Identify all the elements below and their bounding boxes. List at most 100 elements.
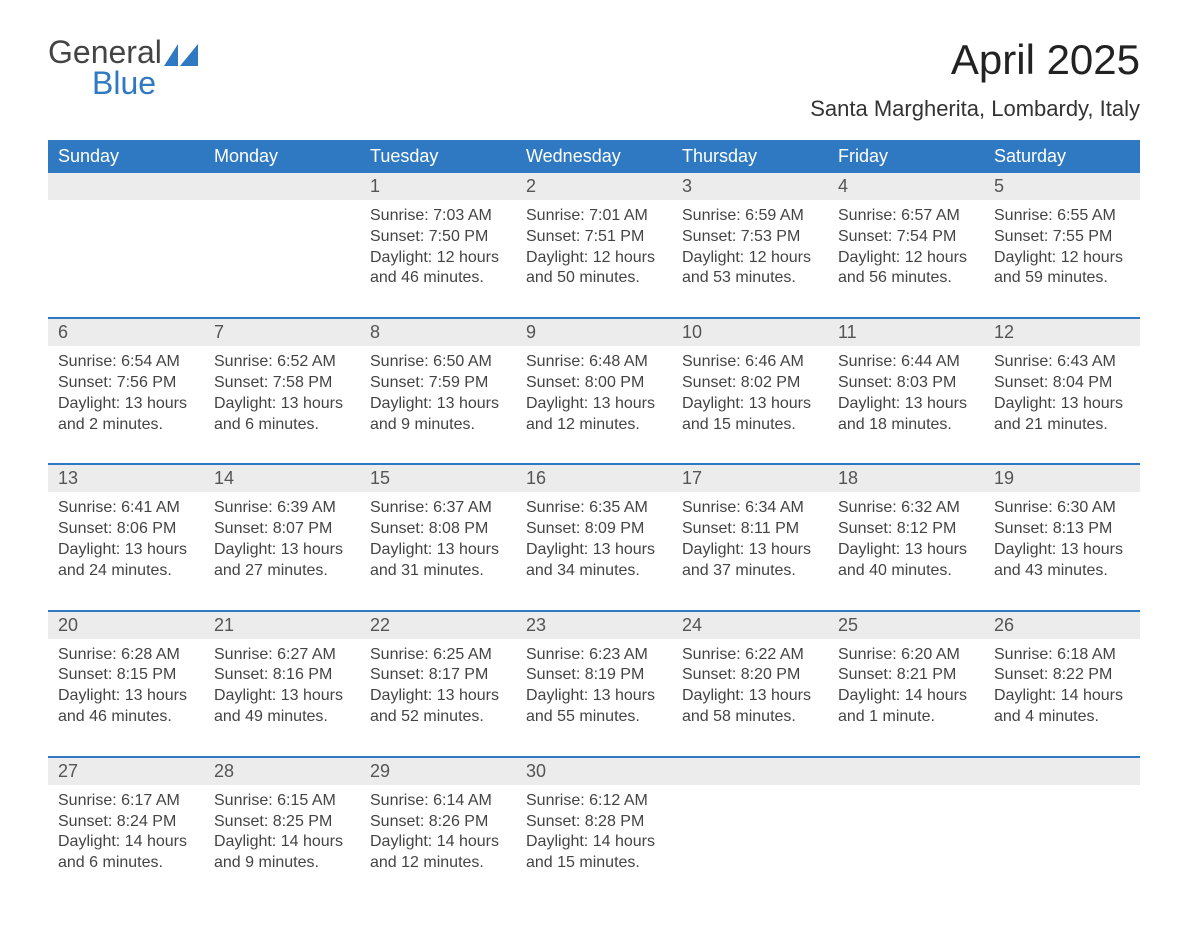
day-detail-cell: Sunrise: 6:28 AMSunset: 8:15 PMDaylight:… xyxy=(48,639,204,757)
daylight-line: Daylight: 12 hours and 46 minutes. xyxy=(370,248,506,290)
page-header: General Blue April 2025 Santa Margherita… xyxy=(48,36,1140,122)
day-detail-cell: Sunrise: 6:27 AMSunset: 8:16 PMDaylight:… xyxy=(204,639,360,757)
sunset-line: Sunset: 8:21 PM xyxy=(838,665,974,686)
daylight-line: Daylight: 12 hours and 53 minutes. xyxy=(682,248,818,290)
sunrise-line: Sunrise: 6:50 AM xyxy=(370,352,506,373)
daylight-line: Daylight: 13 hours and 12 minutes. xyxy=(526,394,662,436)
sunrise-line: Sunrise: 6:37 AM xyxy=(370,498,506,519)
sunset-line: Sunset: 8:12 PM xyxy=(838,519,974,540)
day-detail-cell: Sunrise: 6:59 AMSunset: 7:53 PMDaylight:… xyxy=(672,200,828,318)
daylight-line: Daylight: 12 hours and 56 minutes. xyxy=(838,248,974,290)
day-detail-cell xyxy=(672,785,828,902)
day-detail-cell: Sunrise: 6:50 AMSunset: 7:59 PMDaylight:… xyxy=(360,346,516,464)
logo: General Blue xyxy=(48,36,198,99)
day-detail-cell: Sunrise: 6:44 AMSunset: 8:03 PMDaylight:… xyxy=(828,346,984,464)
daylight-line: Daylight: 12 hours and 59 minutes. xyxy=(994,248,1130,290)
day-detail-cell xyxy=(828,785,984,902)
daylight-line: Daylight: 13 hours and 21 minutes. xyxy=(994,394,1130,436)
sunset-line: Sunset: 8:26 PM xyxy=(370,812,506,833)
daylight-line: Daylight: 12 hours and 50 minutes. xyxy=(526,248,662,290)
sunset-line: Sunset: 8:17 PM xyxy=(370,665,506,686)
day-detail-cell xyxy=(204,200,360,318)
day-detail-cell: Sunrise: 6:34 AMSunset: 8:11 PMDaylight:… xyxy=(672,492,828,610)
daylight-line: Daylight: 13 hours and 43 minutes. xyxy=(994,540,1130,582)
sunrise-line: Sunrise: 6:23 AM xyxy=(526,645,662,666)
day-number-cell: 6 xyxy=(48,319,204,346)
day-number-cell: 14 xyxy=(204,465,360,492)
daylight-line: Daylight: 14 hours and 4 minutes. xyxy=(994,686,1130,728)
logo-word2: Blue xyxy=(92,67,198,99)
daylight-line: Daylight: 14 hours and 6 minutes. xyxy=(58,832,194,874)
sunset-line: Sunset: 8:15 PM xyxy=(58,665,194,686)
day-detail-cell: Sunrise: 6:20 AMSunset: 8:21 PMDaylight:… xyxy=(828,639,984,757)
day-of-week-header: Saturday xyxy=(984,140,1140,173)
day-number-cell: 17 xyxy=(672,465,828,492)
day-number-cell xyxy=(204,173,360,200)
day-detail-cell: Sunrise: 7:03 AMSunset: 7:50 PMDaylight:… xyxy=(360,200,516,318)
sunset-line: Sunset: 8:22 PM xyxy=(994,665,1130,686)
day-detail-cell xyxy=(984,785,1140,902)
sunrise-line: Sunrise: 6:59 AM xyxy=(682,206,818,227)
daylight-line: Daylight: 13 hours and 18 minutes. xyxy=(838,394,974,436)
day-number-cell: 30 xyxy=(516,758,672,785)
day-number-cell: 16 xyxy=(516,465,672,492)
daylight-line: Daylight: 13 hours and 24 minutes. xyxy=(58,540,194,582)
daylight-line: Daylight: 14 hours and 1 minute. xyxy=(838,686,974,728)
sunset-line: Sunset: 8:06 PM xyxy=(58,519,194,540)
sunrise-line: Sunrise: 6:22 AM xyxy=(682,645,818,666)
day-number-cell xyxy=(984,758,1140,785)
sunrise-line: Sunrise: 6:14 AM xyxy=(370,791,506,812)
sunrise-line: Sunrise: 6:27 AM xyxy=(214,645,350,666)
sunrise-line: Sunrise: 6:44 AM xyxy=(838,352,974,373)
day-detail-cell: Sunrise: 6:15 AMSunset: 8:25 PMDaylight:… xyxy=(204,785,360,902)
logo-text: General Blue xyxy=(48,36,198,99)
day-detail-cell: Sunrise: 6:48 AMSunset: 8:00 PMDaylight:… xyxy=(516,346,672,464)
daylight-line: Daylight: 14 hours and 12 minutes. xyxy=(370,832,506,874)
day-detail-cell: Sunrise: 6:35 AMSunset: 8:09 PMDaylight:… xyxy=(516,492,672,610)
sunrise-line: Sunrise: 7:01 AM xyxy=(526,206,662,227)
day-detail-cell: Sunrise: 6:41 AMSunset: 8:06 PMDaylight:… xyxy=(48,492,204,610)
sunrise-line: Sunrise: 6:30 AM xyxy=(994,498,1130,519)
sunset-line: Sunset: 7:50 PM xyxy=(370,227,506,248)
day-of-week-header: Tuesday xyxy=(360,140,516,173)
day-number-cell: 27 xyxy=(48,758,204,785)
daylight-line: Daylight: 13 hours and 55 minutes. xyxy=(526,686,662,728)
day-number-cell: 15 xyxy=(360,465,516,492)
page-subtitle: Santa Margherita, Lombardy, Italy xyxy=(810,96,1140,122)
day-of-week-row: SundayMondayTuesdayWednesdayThursdayFrid… xyxy=(48,140,1140,173)
sunrise-line: Sunrise: 6:34 AM xyxy=(682,498,818,519)
daylight-line: Daylight: 13 hours and 58 minutes. xyxy=(682,686,818,728)
sunrise-line: Sunrise: 6:28 AM xyxy=(58,645,194,666)
day-of-week-header: Wednesday xyxy=(516,140,672,173)
sunset-line: Sunset: 8:08 PM xyxy=(370,519,506,540)
day-detail-cell: Sunrise: 6:32 AMSunset: 8:12 PMDaylight:… xyxy=(828,492,984,610)
day-detail-cell: Sunrise: 6:17 AMSunset: 8:24 PMDaylight:… xyxy=(48,785,204,902)
calendar-table: SundayMondayTuesdayWednesdayThursdayFrid… xyxy=(48,140,1140,902)
day-detail-row: Sunrise: 6:17 AMSunset: 8:24 PMDaylight:… xyxy=(48,785,1140,902)
daylight-line: Daylight: 14 hours and 15 minutes. xyxy=(526,832,662,874)
sunset-line: Sunset: 8:16 PM xyxy=(214,665,350,686)
day-detail-cell: Sunrise: 6:22 AMSunset: 8:20 PMDaylight:… xyxy=(672,639,828,757)
day-detail-cell: Sunrise: 6:14 AMSunset: 8:26 PMDaylight:… xyxy=(360,785,516,902)
day-detail-cell: Sunrise: 6:55 AMSunset: 7:55 PMDaylight:… xyxy=(984,200,1140,318)
day-number-cell: 29 xyxy=(360,758,516,785)
logo-flag-icon xyxy=(164,39,198,71)
sunrise-line: Sunrise: 6:17 AM xyxy=(58,791,194,812)
day-number-cell: 28 xyxy=(204,758,360,785)
sunrise-line: Sunrise: 6:18 AM xyxy=(994,645,1130,666)
day-number-cell: 9 xyxy=(516,319,672,346)
day-number-cell xyxy=(828,758,984,785)
daylight-line: Daylight: 13 hours and 2 minutes. xyxy=(58,394,194,436)
day-of-week-header: Monday xyxy=(204,140,360,173)
day-detail-cell: Sunrise: 7:01 AMSunset: 7:51 PMDaylight:… xyxy=(516,200,672,318)
sunset-line: Sunset: 8:19 PM xyxy=(526,665,662,686)
sunrise-line: Sunrise: 6:12 AM xyxy=(526,791,662,812)
daylight-line: Daylight: 13 hours and 9 minutes. xyxy=(370,394,506,436)
day-of-week-header: Friday xyxy=(828,140,984,173)
sunset-line: Sunset: 8:00 PM xyxy=(526,373,662,394)
sunrise-line: Sunrise: 6:25 AM xyxy=(370,645,506,666)
sunset-line: Sunset: 8:25 PM xyxy=(214,812,350,833)
day-number-cell: 2 xyxy=(516,173,672,200)
daylight-line: Daylight: 13 hours and 27 minutes. xyxy=(214,540,350,582)
day-detail-cell: Sunrise: 6:12 AMSunset: 8:28 PMDaylight:… xyxy=(516,785,672,902)
